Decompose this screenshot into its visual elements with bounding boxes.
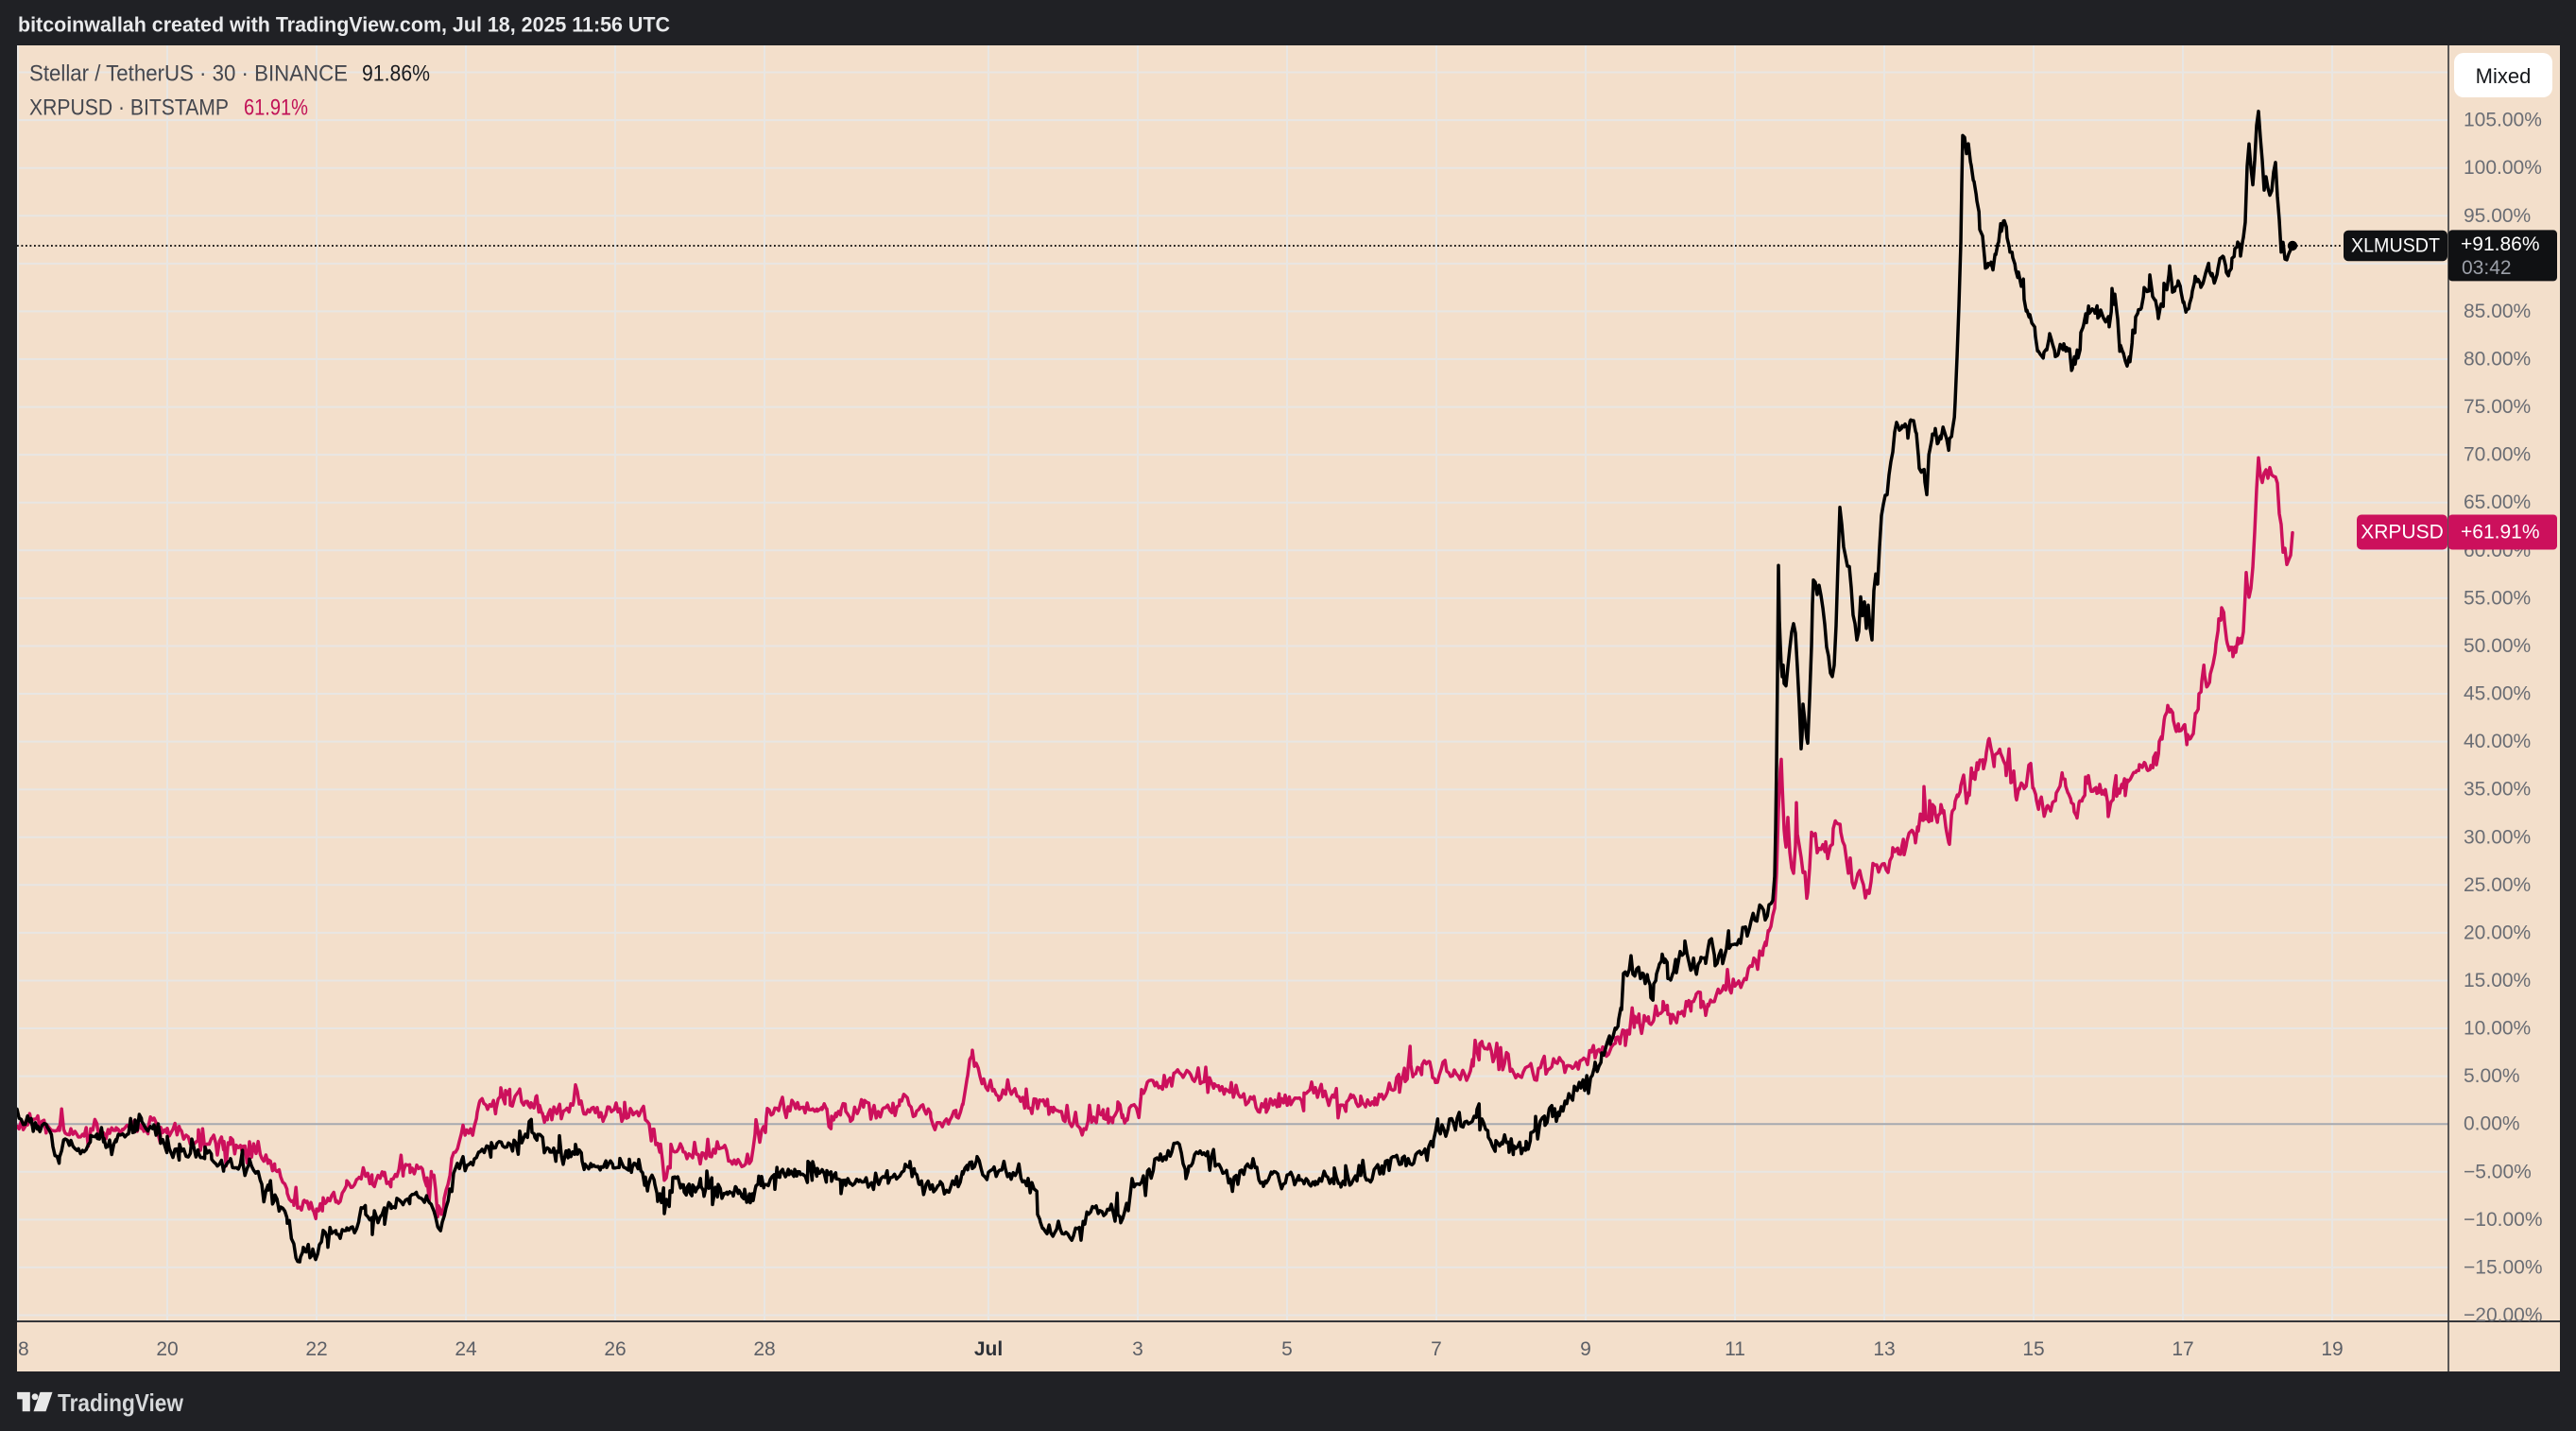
svg-text:XLMUSDT: XLMUSDT [2351,235,2440,257]
svg-text:40.00%: 40.00% [2464,731,2531,752]
svg-text:91.86%: 91.86% [362,61,430,87]
svg-text:35.00%: 35.00% [2464,779,2531,801]
svg-text:−15.00%: −15.00% [2464,1256,2543,1278]
svg-text:10.00%: 10.00% [2464,1018,2531,1040]
svg-text:5.00%: 5.00% [2464,1065,2520,1087]
svg-text:50.00%: 50.00% [2464,635,2531,657]
svg-text:19: 19 [2321,1338,2343,1360]
svg-text:bitcoinwallah created with Tra: bitcoinwallah created with TradingView.c… [18,13,670,37]
svg-text:−10.00%: −10.00% [2464,1209,2543,1231]
svg-text:−5.00%: −5.00% [2464,1161,2532,1182]
svg-text:0.00%: 0.00% [2464,1113,2520,1135]
svg-text:22: 22 [305,1338,327,1360]
svg-text:15.00%: 15.00% [2464,970,2531,991]
svg-text:20.00%: 20.00% [2464,922,2531,943]
svg-text:70.00%: 70.00% [2464,444,2531,466]
svg-text:75.00%: 75.00% [2464,396,2531,418]
svg-text:24: 24 [455,1338,477,1360]
svg-text:XRPUSD · BITSTAMP: XRPUSD · BITSTAMP [29,95,229,121]
svg-text:17: 17 [2172,1338,2193,1360]
svg-text:9: 9 [1580,1338,1591,1360]
svg-text:80.00%: 80.00% [2464,349,2531,371]
svg-text:3: 3 [1132,1338,1143,1360]
svg-text:30.00%: 30.00% [2464,826,2531,848]
svg-text:Stellar / TetherUS · 30 · BINA: Stellar / TetherUS · 30 · BINANCE [29,61,348,87]
svg-text:−20.00%: −20.00% [2464,1304,2543,1326]
svg-text:20: 20 [156,1338,178,1360]
svg-text:26: 26 [604,1338,626,1360]
svg-text:28: 28 [753,1338,775,1360]
svg-text:Mixed: Mixed [2476,64,2532,88]
svg-text:13: 13 [1873,1338,1895,1360]
svg-text:11: 11 [1725,1338,1745,1360]
svg-text:+61.91%: +61.91% [2461,522,2540,543]
svg-text:45.00%: 45.00% [2464,683,2531,705]
svg-text:TradingView: TradingView [58,1388,184,1417]
svg-text:61.91%: 61.91% [244,95,308,121]
svg-text:+91.86%: +91.86% [2461,233,2540,255]
svg-text:105.00%: 105.00% [2464,110,2542,131]
svg-text:85.00%: 85.00% [2464,301,2531,322]
svg-text:5: 5 [1281,1338,1293,1360]
svg-text:95.00%: 95.00% [2464,205,2531,227]
svg-text:XRPUSD: XRPUSD [2361,522,2444,543]
svg-text:55.00%: 55.00% [2464,587,2531,609]
svg-text:Jul: Jul [974,1338,1003,1360]
svg-text:03:42: 03:42 [2462,257,2512,279]
svg-text:100.00%: 100.00% [2464,157,2542,179]
svg-text:25.00%: 25.00% [2464,874,2531,896]
svg-text:15: 15 [2022,1338,2044,1360]
svg-text:7: 7 [1431,1338,1442,1360]
svg-text:65.00%: 65.00% [2464,491,2531,513]
